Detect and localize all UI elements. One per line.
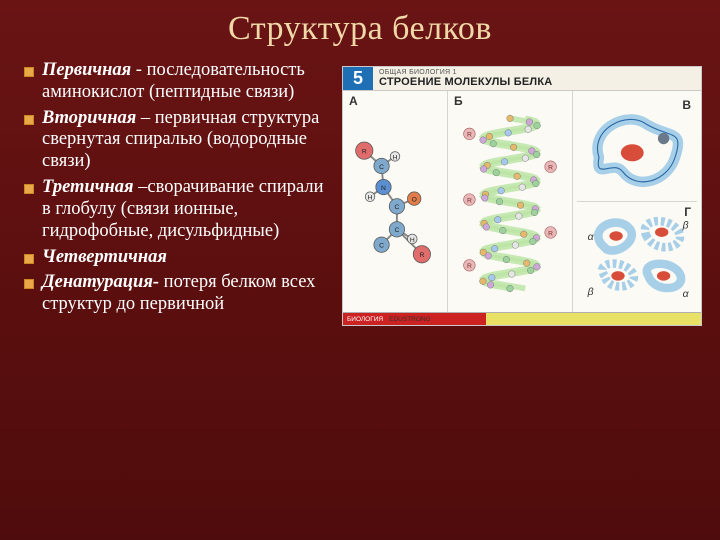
beta-label: β bbox=[587, 287, 594, 298]
poster-title: СТРОЕНИЕ МОЛЕКУЛЫ БЕЛКА bbox=[379, 76, 695, 88]
svg-text:R: R bbox=[548, 165, 553, 172]
svg-text:R: R bbox=[467, 263, 472, 270]
svg-text:R: R bbox=[419, 252, 424, 259]
bullet-list: Первичная - последовательность аминокисл… bbox=[18, 60, 328, 316]
list-item: Первичная - последовательность аминокисл… bbox=[22, 60, 328, 104]
svg-text:R: R bbox=[467, 198, 472, 205]
svg-text:H: H bbox=[410, 237, 415, 244]
term: Денатурация- bbox=[42, 272, 159, 292]
list-item: Третичная –сворачивание спирали в глобул… bbox=[22, 177, 328, 242]
poster-overline: ОБЩАЯ БИОЛОГИЯ 1 bbox=[379, 69, 695, 76]
figure-column: 5 ОБЩАЯ БИОЛОГИЯ 1 СТРОЕНИЕ МОЛЕКУЛЫ БЕЛ… bbox=[342, 60, 702, 522]
beta-label: β bbox=[682, 220, 689, 231]
quaternary-svg: α α β β bbox=[580, 205, 694, 305]
panel-secondary: Б R R R R R bbox=[448, 91, 573, 312]
poster-footer: БИОЛОГИЯ EDUSTRONG bbox=[343, 312, 701, 325]
alpha-label: α bbox=[683, 289, 690, 300]
helix-svg: R R R R R bbox=[452, 95, 568, 308]
list-item: Четвертичная bbox=[22, 247, 328, 269]
term: Первичная bbox=[42, 60, 131, 80]
svg-text:C: C bbox=[379, 164, 384, 171]
primary-chain-svg: R C H N H C O C H C R bbox=[347, 95, 443, 308]
panel-tertiary: В bbox=[577, 95, 697, 202]
svg-text:O: O bbox=[412, 197, 417, 204]
panel-right-stack: В Г bbox=[573, 91, 701, 312]
svg-text:C: C bbox=[394, 227, 399, 234]
term: Третичная bbox=[42, 177, 134, 197]
svg-text:R: R bbox=[467, 132, 472, 139]
bullet-column: Первичная - последовательность аминокисл… bbox=[18, 60, 328, 522]
poster-body: А R C H N H C O C H C R Б R R R R R В bbox=[343, 91, 701, 312]
slide-root: Структура белков Первичная - последовате… bbox=[0, 0, 720, 540]
svg-text:H: H bbox=[393, 154, 398, 161]
svg-text:R: R bbox=[362, 149, 367, 156]
panel-quaternary: Г bbox=[577, 202, 697, 308]
svg-text:C: C bbox=[394, 204, 399, 211]
term: Четвертичная bbox=[42, 247, 167, 267]
protein-poster: 5 ОБЩАЯ БИОЛОГИЯ 1 СТРОЕНИЕ МОЛЕКУЛЫ БЕЛ… bbox=[342, 66, 702, 326]
footer-left: БИОЛОГИЯ bbox=[347, 316, 383, 323]
page-title: Структура белков bbox=[18, 10, 702, 48]
term: Вторичная bbox=[42, 108, 136, 128]
tertiary-svg bbox=[580, 98, 694, 198]
list-item: Денатурация- потеря белком всех структур… bbox=[22, 272, 328, 316]
panel-label-a: А bbox=[349, 94, 358, 108]
svg-text:R: R bbox=[548, 230, 553, 237]
panel-label-b: Б bbox=[454, 94, 463, 108]
poster-number: 5 bbox=[343, 67, 373, 90]
poster-titles: ОБЩАЯ БИОЛОГИЯ 1 СТРОЕНИЕ МОЛЕКУЛЫ БЕЛКА bbox=[373, 67, 701, 90]
panel-label-v: В bbox=[682, 98, 691, 112]
poster-header: 5 ОБЩАЯ БИОЛОГИЯ 1 СТРОЕНИЕ МОЛЕКУЛЫ БЕЛ… bbox=[343, 67, 701, 91]
svg-text:C: C bbox=[379, 243, 384, 250]
svg-text:H: H bbox=[368, 195, 373, 202]
footer-mid: EDUSTRONG bbox=[389, 316, 431, 323]
list-item: Вторичная – первичная структура свернута… bbox=[22, 108, 328, 173]
panel-primary: А R C H N H C O C H C R bbox=[343, 91, 448, 312]
panel-label-g: Г bbox=[684, 205, 691, 219]
alpha-label: α bbox=[588, 232, 595, 243]
content-row: Первичная - последовательность аминокисл… bbox=[18, 60, 702, 522]
svg-text:N: N bbox=[381, 185, 386, 192]
